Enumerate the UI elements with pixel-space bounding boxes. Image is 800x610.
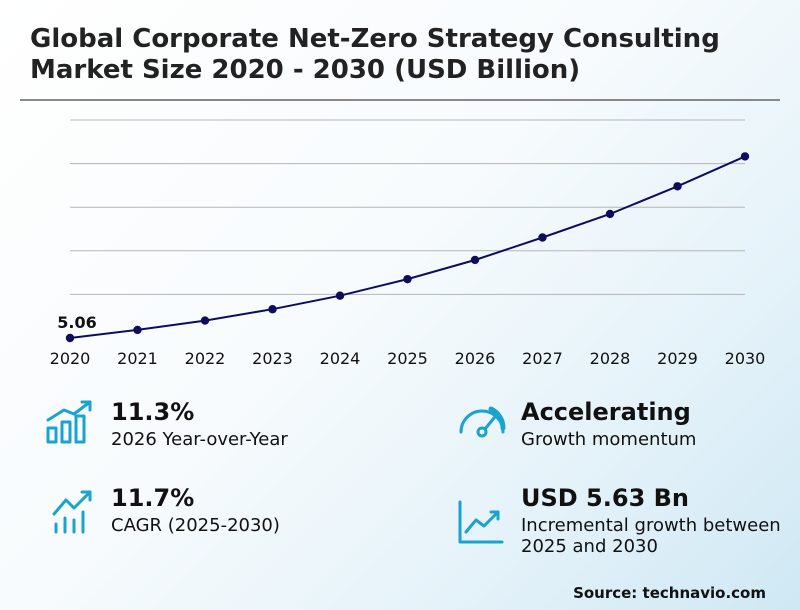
data-label: 5.06	[57, 313, 96, 332]
data-point	[673, 182, 682, 191]
stat-cagr-value: 11.7%	[111, 484, 195, 512]
speedometer-gauge-icon	[456, 400, 508, 448]
bar-chart-growth-icon	[44, 398, 96, 450]
trend-up-bars-icon	[48, 486, 98, 540]
data-point	[268, 305, 277, 314]
x-tick-label: 2029	[657, 349, 698, 368]
stat-yoy: 11.3% 2026 Year-over-Year	[111, 398, 288, 450]
stat-cagr: 11.7% CAGR (2025-2030)	[111, 484, 280, 536]
stat-momentum-value: Accelerating	[521, 398, 691, 426]
stat-yoy-value: 11.3%	[111, 398, 195, 426]
x-tick-label: 2025	[387, 349, 428, 368]
stat-incremental-value: USD 5.63 Bn	[521, 484, 689, 512]
line-chart: 2020 2021 2022 2023 2024 2025 2026 2027 2028 2029…	[50, 119, 766, 368]
data-point	[65, 333, 75, 343]
x-tick-label: 2022	[185, 349, 226, 368]
data-point	[538, 233, 547, 242]
series-line	[69, 155, 746, 339]
x-tick-label: 2021	[117, 349, 158, 368]
source-credit: Source: technavio.com	[573, 584, 766, 602]
stat-incremental: USD 5.63 Bn Incremental growth between 2…	[521, 484, 781, 557]
data-point	[605, 209, 615, 219]
data-point	[335, 291, 345, 300]
data-point	[403, 274, 412, 284]
data-point	[470, 255, 480, 265]
x-tick-label: 2030	[725, 349, 766, 368]
x-tick-label: 2027	[522, 349, 563, 368]
x-tick-label: 2026	[455, 349, 496, 368]
data-point	[740, 152, 750, 161]
title-divider	[20, 99, 780, 101]
stat-yoy-label: 2026 Year-over-Year	[111, 429, 288, 450]
x-tick-label: 2024	[320, 349, 361, 368]
stat-momentum-label: Growth momentum	[521, 429, 697, 450]
stat-incremental-label: Incremental growth between 2025 and 2030	[521, 515, 781, 557]
data-point	[133, 325, 142, 335]
stat-momentum: Accelerating Growth momentum	[521, 398, 696, 450]
x-tick-label: 2020	[50, 349, 91, 368]
chart-title: Global Corporate Net-Zero Strategy Consu…	[30, 24, 720, 85]
trend-line-chart-icon	[456, 498, 506, 550]
data-point	[200, 316, 210, 325]
x-tick-label: 2023	[252, 349, 293, 368]
x-tick-label: 2028	[590, 349, 631, 368]
stat-cagr-label: CAGR (2025-2030)	[111, 515, 280, 536]
